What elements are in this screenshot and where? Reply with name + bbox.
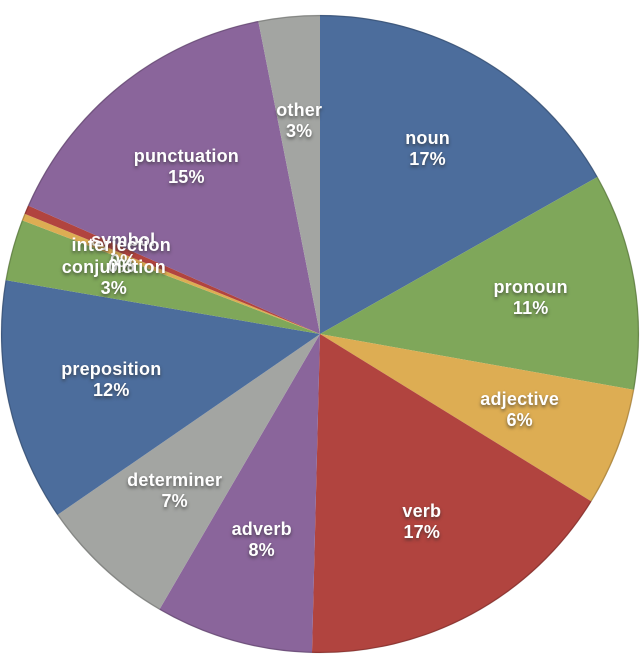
slice-label-percent: 3%: [285, 121, 313, 142]
slice-label-name: adjective: [480, 389, 560, 410]
slice-label-name: determiner: [127, 469, 223, 490]
slice-label-name: noun: [405, 128, 450, 149]
slice-label-percent: 0%: [107, 255, 135, 276]
pie-slice-preposition[interactable]: [0, 280, 320, 515]
slice-label-name: conjunction: [61, 256, 166, 277]
slice-label-adjective: adjective 6%: [480, 389, 559, 431]
slice-label-preposition: preposition 12%: [61, 359, 161, 401]
slice-label-name: preposition: [61, 359, 162, 379]
slice-label-name: adverb: [231, 518, 292, 539]
slice-label-name: symbol: [91, 229, 156, 250]
slice-label-name: verb: [402, 500, 442, 521]
slice-label-name: pronoun: [493, 276, 568, 297]
pie-slice-determiner[interactable]: [57, 334, 320, 610]
slice-label-percent: 17%: [403, 521, 441, 542]
slice-label-name: interjection: [71, 234, 171, 255]
slice-label-percent: 17%: [409, 149, 446, 170]
pie-slice-adverb[interactable]: [159, 334, 320, 653]
slice-label-determiner: determiner 7%: [127, 470, 222, 512]
slice-label-conjunction: conjunction 3%: [62, 257, 166, 299]
pie-slice-pronoun[interactable]: [320, 176, 640, 390]
pie-slice-interjection[interactable]: [21, 213, 320, 334]
slice-label-percent: 0%: [109, 250, 137, 271]
slice-label-pronoun: pronoun 11%: [493, 277, 567, 319]
pie-slice-conjunction[interactable]: [5, 220, 321, 334]
slice-label-percent: 15%: [168, 167, 205, 188]
slice-label-percent: 3%: [100, 277, 128, 298]
slice-label-name: punctuation: [133, 146, 239, 167]
pie-slice-noun[interactable]: [320, 15, 598, 334]
slice-label-interjection: interjection 0%: [71, 235, 170, 277]
slice-label-percent: 11%: [512, 297, 549, 318]
slice-label-noun: noun 17%: [405, 128, 450, 170]
slice-label-percent: 12%: [92, 380, 130, 400]
slice-label-percent: 7%: [161, 490, 188, 511]
pie-slice-verb[interactable]: [311, 334, 592, 654]
slice-label-symbol: symbol 0%: [91, 230, 155, 272]
slice-label-percent: 8%: [248, 539, 275, 560]
slice-label-percent: 6%: [506, 410, 533, 431]
pie-slice-punctuation[interactable]: [28, 21, 320, 335]
pie-slice-adjective[interactable]: [320, 334, 635, 502]
pie-slice-symbol[interactable]: [24, 205, 321, 334]
slice-label-other: other 3%: [276, 100, 322, 142]
pie-outer-rim: [0, 14, 640, 654]
slice-label-punctuation: punctuation 15%: [134, 146, 239, 188]
pie-slice-other[interactable]: [258, 15, 320, 334]
slice-label-name: other: [276, 100, 323, 121]
slice-label-verb: verb 17%: [402, 501, 441, 543]
slice-label-adverb: adverb 8%: [232, 519, 292, 561]
